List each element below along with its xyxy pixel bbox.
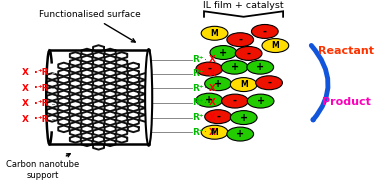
- Text: ⁺R: ⁺R: [38, 115, 49, 124]
- Text: +: +: [240, 113, 248, 123]
- Text: IL film + catalyst: IL film + catalyst: [203, 1, 284, 10]
- Text: R⁺: R⁺: [192, 128, 204, 137]
- Text: -: -: [267, 78, 271, 88]
- Circle shape: [262, 39, 289, 53]
- Circle shape: [201, 125, 228, 139]
- Text: +: +: [205, 95, 213, 105]
- Circle shape: [227, 33, 254, 47]
- Text: ⁺R: ⁺R: [38, 84, 49, 93]
- Text: X: X: [209, 128, 215, 137]
- Circle shape: [251, 24, 278, 38]
- Circle shape: [210, 46, 237, 59]
- Text: Functionalised surface: Functionalised surface: [39, 10, 141, 42]
- Text: ⁺R: ⁺R: [38, 99, 49, 108]
- Text: M: M: [271, 41, 279, 50]
- Text: R⁺: R⁺: [192, 98, 204, 107]
- Text: X: X: [22, 115, 29, 124]
- Text: M: M: [211, 29, 218, 38]
- Circle shape: [205, 110, 231, 124]
- Text: +: +: [256, 62, 264, 72]
- Text: Reactant: Reactant: [318, 46, 374, 56]
- Text: M: M: [211, 128, 218, 137]
- Ellipse shape: [44, 45, 153, 150]
- Text: R⁺: R⁺: [192, 113, 204, 122]
- Text: X: X: [22, 84, 29, 93]
- Text: -: -: [207, 64, 211, 74]
- Text: X: X: [209, 55, 215, 64]
- Text: R⁺: R⁺: [192, 55, 204, 64]
- Text: X: X: [209, 84, 215, 93]
- Circle shape: [247, 60, 274, 74]
- Circle shape: [230, 111, 257, 125]
- Circle shape: [222, 94, 248, 108]
- Text: -: -: [263, 26, 267, 36]
- Circle shape: [221, 60, 248, 74]
- Text: X: X: [22, 99, 29, 108]
- Text: R⁺: R⁺: [192, 69, 204, 78]
- Circle shape: [247, 94, 274, 108]
- Text: X: X: [209, 98, 215, 107]
- Text: -: -: [216, 112, 220, 122]
- Text: X: X: [209, 69, 215, 78]
- Circle shape: [205, 77, 231, 91]
- Text: ·: ·: [34, 99, 37, 109]
- Text: ·: ·: [204, 83, 207, 93]
- Text: -: -: [238, 35, 242, 45]
- Text: ·: ·: [34, 68, 37, 78]
- Text: R⁺: R⁺: [192, 84, 204, 93]
- Text: +: +: [257, 96, 265, 106]
- Circle shape: [201, 26, 228, 40]
- Text: ⁺R: ⁺R: [38, 68, 49, 77]
- Text: ·: ·: [204, 69, 207, 79]
- Text: ·: ·: [204, 55, 207, 65]
- Circle shape: [196, 93, 223, 107]
- Text: M: M: [240, 80, 248, 89]
- Text: -: -: [233, 96, 237, 106]
- Text: ·: ·: [204, 113, 207, 123]
- Text: ·: ·: [204, 127, 207, 137]
- Text: ·: ·: [34, 114, 37, 124]
- FancyArrowPatch shape: [311, 45, 328, 120]
- Text: ·: ·: [34, 83, 37, 93]
- Text: +: +: [219, 47, 228, 58]
- Text: Product: Product: [322, 97, 371, 107]
- Circle shape: [227, 127, 254, 141]
- Text: +: +: [231, 62, 239, 72]
- Text: X: X: [209, 113, 215, 122]
- Text: X: X: [22, 68, 29, 77]
- Text: ·: ·: [204, 98, 207, 108]
- Circle shape: [196, 62, 223, 76]
- Circle shape: [256, 76, 282, 90]
- Circle shape: [230, 78, 257, 92]
- Ellipse shape: [145, 49, 152, 146]
- Text: -: -: [247, 48, 251, 58]
- Text: Carbon nanotube
support: Carbon nanotube support: [6, 154, 79, 180]
- Text: +: +: [236, 129, 244, 139]
- Text: +: +: [214, 79, 222, 89]
- Circle shape: [235, 47, 262, 60]
